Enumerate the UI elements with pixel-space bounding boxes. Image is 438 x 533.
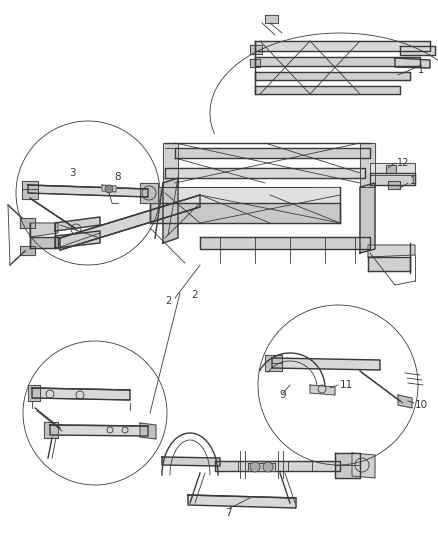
Circle shape <box>105 185 113 193</box>
Text: 1: 1 <box>410 176 416 186</box>
Polygon shape <box>215 461 340 471</box>
Polygon shape <box>386 165 396 173</box>
Circle shape <box>263 462 273 472</box>
Polygon shape <box>28 385 40 401</box>
Polygon shape <box>165 168 365 178</box>
Polygon shape <box>368 257 410 271</box>
Text: 9: 9 <box>280 390 286 400</box>
Polygon shape <box>255 72 410 80</box>
Polygon shape <box>20 218 35 228</box>
Text: 2: 2 <box>192 290 198 300</box>
Polygon shape <box>30 223 58 237</box>
Polygon shape <box>272 358 380 370</box>
Polygon shape <box>310 385 335 395</box>
Polygon shape <box>32 388 130 400</box>
Polygon shape <box>20 246 35 255</box>
Polygon shape <box>250 59 260 67</box>
Polygon shape <box>255 41 430 51</box>
Text: 10: 10 <box>415 400 428 410</box>
Polygon shape <box>248 463 275 471</box>
Polygon shape <box>370 173 415 185</box>
Polygon shape <box>60 195 200 250</box>
Polygon shape <box>352 453 375 478</box>
Polygon shape <box>55 231 100 248</box>
Polygon shape <box>400 46 435 55</box>
Polygon shape <box>163 178 178 243</box>
Polygon shape <box>370 163 415 175</box>
Polygon shape <box>55 217 100 231</box>
Text: 7: 7 <box>225 508 231 518</box>
Polygon shape <box>250 45 262 54</box>
Circle shape <box>250 462 260 472</box>
Text: 12: 12 <box>397 158 410 168</box>
Polygon shape <box>388 181 400 189</box>
Polygon shape <box>22 181 38 199</box>
Polygon shape <box>395 58 430 68</box>
Polygon shape <box>102 185 116 192</box>
Polygon shape <box>200 237 370 249</box>
Polygon shape <box>360 143 375 187</box>
Polygon shape <box>398 395 412 408</box>
Polygon shape <box>44 422 58 438</box>
Polygon shape <box>255 57 420 66</box>
Polygon shape <box>265 355 282 371</box>
Polygon shape <box>265 15 278 23</box>
Polygon shape <box>150 203 340 223</box>
Text: 2: 2 <box>165 296 171 306</box>
Polygon shape <box>368 245 415 257</box>
Text: 1: 1 <box>418 65 424 75</box>
Polygon shape <box>175 148 370 158</box>
Polygon shape <box>150 187 340 203</box>
Polygon shape <box>188 495 296 508</box>
Text: 11: 11 <box>340 380 353 390</box>
Polygon shape <box>140 183 158 203</box>
Text: 3: 3 <box>69 168 75 178</box>
Polygon shape <box>162 457 220 466</box>
Polygon shape <box>50 425 148 436</box>
Polygon shape <box>360 183 375 253</box>
Polygon shape <box>30 237 58 248</box>
Polygon shape <box>140 423 156 439</box>
Polygon shape <box>163 143 178 187</box>
Text: 8: 8 <box>115 172 121 182</box>
Polygon shape <box>335 453 360 478</box>
Polygon shape <box>255 86 400 94</box>
Polygon shape <box>28 185 148 197</box>
